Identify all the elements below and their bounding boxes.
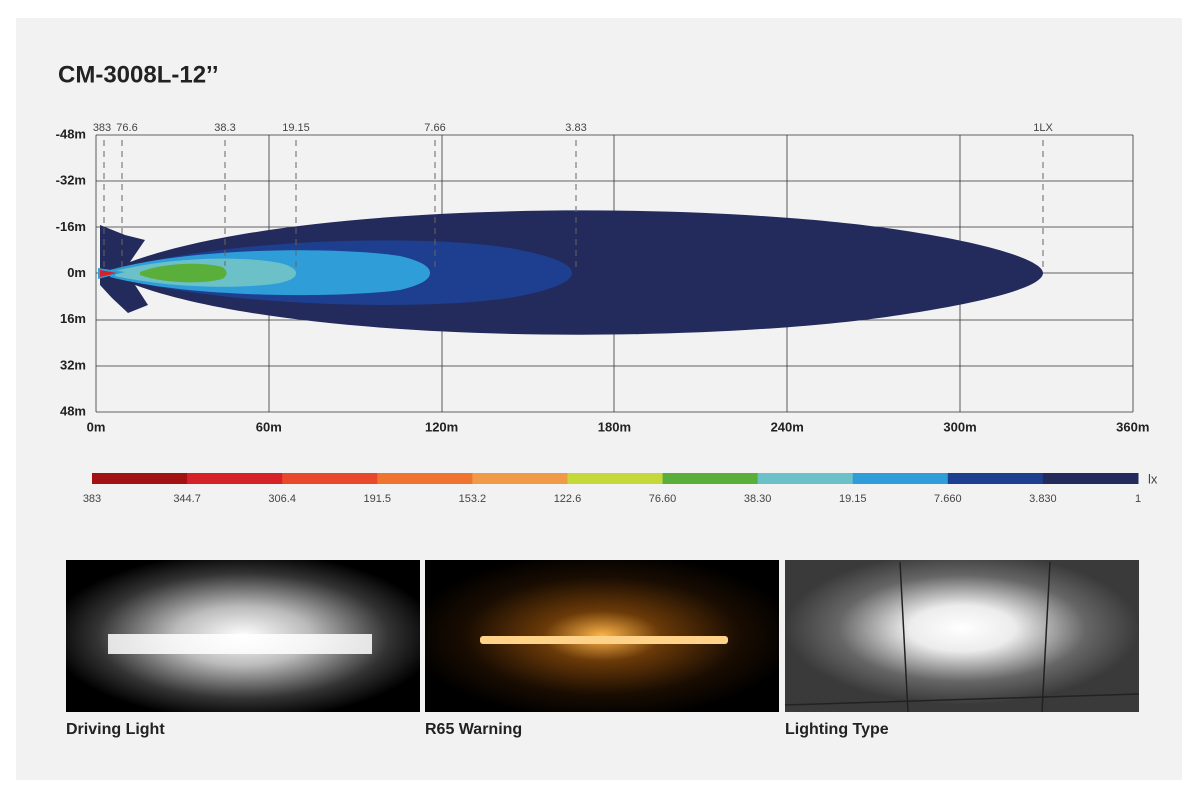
x-axis-label: 360m [1116, 419, 1149, 434]
legend-label: 191.5 [364, 493, 392, 505]
legend-swatch [852, 473, 949, 484]
x-axis-label: 240m [771, 419, 804, 434]
photo-caption: Lighting Type [785, 721, 889, 738]
legend-swatch [567, 473, 664, 484]
y-axis-label: 0m [67, 265, 86, 280]
legend-label: 7.660 [934, 493, 962, 505]
legend-swatch [92, 473, 188, 484]
y-axis-label: -48m [56, 126, 86, 141]
y-axis-label: 48m [60, 403, 86, 418]
y-axis-label: 16m [60, 311, 86, 326]
x-axis-label: 300m [943, 419, 976, 434]
legend-label: 344.7 [173, 493, 201, 505]
photos: Driving Light R65 Warning Lighting Type [66, 560, 1140, 738]
legend-label: 383 [83, 493, 101, 505]
legend-swatch [472, 473, 568, 484]
legend-label: 153.2 [459, 493, 487, 505]
title: CM-3008L-12’’ [58, 61, 219, 88]
isolux-markers: 383 76.6 38.3 19.15 7.66 3.83 1LX [93, 122, 1053, 268]
legend-swatch [377, 473, 473, 484]
legend-swatch [187, 473, 283, 484]
x-axis-label: 180m [598, 419, 631, 434]
color-legend: lx 383 344.7 306.4 191.5 153.2 122.6 76.60 38.3… [83, 471, 1158, 504]
legend-swatch [947, 473, 1044, 484]
photo-detail [480, 636, 728, 644]
legend-swatch [662, 473, 759, 484]
isolux-label: 76.6 [116, 122, 137, 134]
x-axis: 0m 60m 120m 180m 240m 300m 360m [87, 419, 1150, 434]
beam-contours [98, 210, 1043, 335]
photo-lighting [785, 560, 1139, 712]
photo-caption: R65 Warning [425, 721, 522, 738]
isolux-label: 38.3 [214, 122, 235, 134]
isolux-label: 1LX [1033, 122, 1053, 134]
legend-swatch [757, 473, 854, 484]
x-axis-label: 60m [256, 419, 282, 434]
photo-caption: Driving Light [66, 721, 165, 738]
legend-label: 1 [1135, 493, 1141, 505]
y-axis-label: 32m [60, 357, 86, 372]
legend-label: 19.15 [839, 493, 867, 505]
legend-label: 76.60 [649, 493, 677, 505]
isolux-label: 19.15 [282, 122, 310, 134]
legend-label: 306.4 [268, 493, 296, 505]
y-axis-label: -32m [56, 173, 86, 188]
y-axis-label: -16m [56, 219, 86, 234]
legend-swatch [1042, 473, 1139, 484]
legend-label: 122.6 [554, 493, 582, 505]
x-axis-label: 0m [87, 419, 106, 434]
legend-label: 38.30 [744, 493, 772, 505]
y-axis: -48m -32m -16m 0m 16m 32m 48m [56, 126, 86, 418]
photo-detail [108, 634, 372, 654]
isolux-label: 7.66 [424, 122, 445, 134]
legend-unit: lx [1148, 471, 1158, 486]
isolux-label: 3.83 [565, 122, 586, 134]
legend-label: 3.830 [1029, 493, 1057, 505]
isolux-label: 383 [93, 122, 111, 134]
legend-swatch [282, 473, 378, 484]
x-axis-label: 120m [425, 419, 458, 434]
